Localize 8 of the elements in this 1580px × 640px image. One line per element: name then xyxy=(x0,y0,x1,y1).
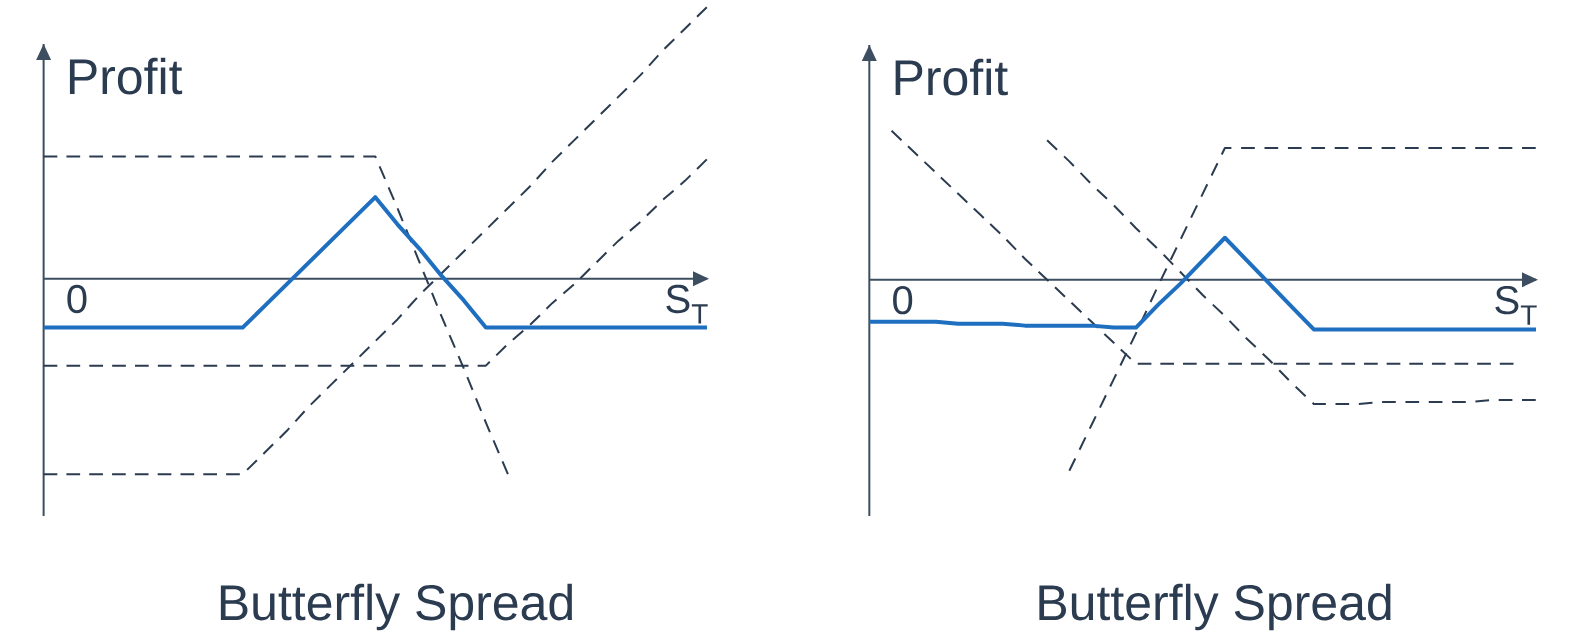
annotation: 0 xyxy=(67,284,87,314)
y-axis-title: Profit xyxy=(69,57,183,95)
x-axis-title: S$_{T}$ xyxy=(666,284,708,324)
annotation: 0 xyxy=(893,285,913,315)
text: Butterfly Spread xyxy=(220,583,572,631)
text: Butterfly Spread xyxy=(1039,583,1391,631)
x-axis-title: S$_{T}$ xyxy=(1495,285,1537,325)
y-axis-title: Profit xyxy=(895,58,1008,96)
